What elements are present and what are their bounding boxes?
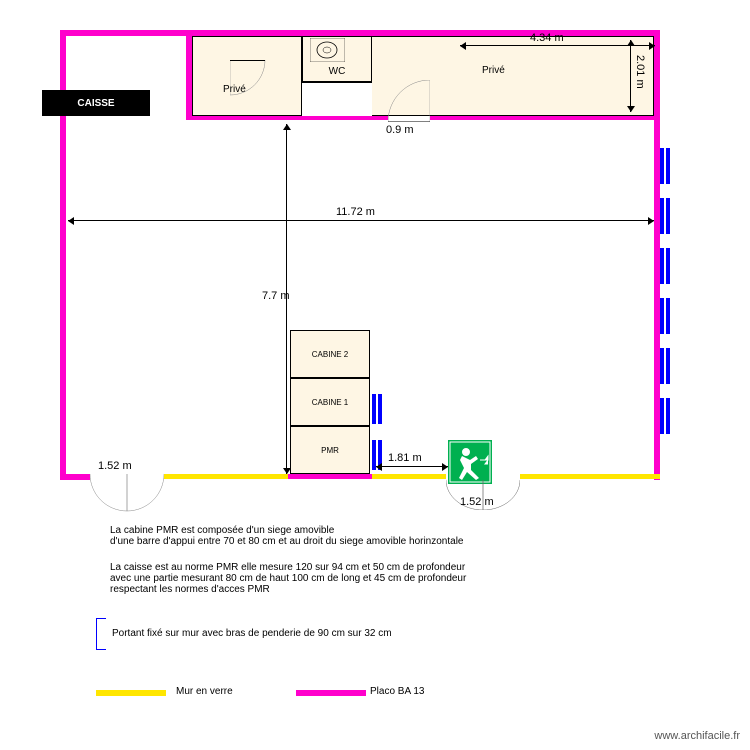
room-cabine2: CABINE 2	[290, 330, 370, 378]
exit-sign-icon	[448, 440, 492, 484]
caisse-label: CAISSE	[77, 98, 114, 109]
legend-placo-label: Placo BA 13	[370, 686, 424, 697]
wall-interior-bottom-2	[430, 116, 658, 120]
wc-partition	[302, 82, 372, 83]
room-pmr: PMR	[290, 426, 370, 474]
legend-glass-swatch	[96, 690, 166, 696]
dim-arrow-181	[376, 466, 448, 467]
dim-152-left: 1.52 m	[98, 460, 132, 472]
room-cabine1: CABINE 1	[290, 378, 370, 426]
dim-1172: 11.72 m	[336, 206, 375, 218]
wall-bottom-mag	[288, 474, 372, 479]
door-arc-bottom-left	[90, 474, 164, 512]
dim-arrow-434	[460, 45, 655, 46]
portant-icon	[96, 618, 108, 650]
blue-bracket-1	[372, 394, 376, 424]
wc-icon	[310, 38, 345, 62]
blue-r-1b	[666, 148, 670, 184]
blue-r-5b	[666, 348, 670, 384]
pmr-label: PMR	[321, 446, 339, 455]
door-arc-prive	[230, 60, 270, 100]
wall-bottom-yellow-1	[164, 474, 288, 479]
note-portant: Portant fixé sur mur avec bras de pender…	[112, 628, 512, 639]
dim-434: 4.34 m	[530, 32, 564, 44]
blue-r-3a	[660, 248, 664, 284]
blue-r-5a	[660, 348, 664, 384]
prive-right-label: Privé	[482, 65, 505, 76]
blue-r-4a	[660, 298, 664, 334]
note-pmr-cabin: La cabine PMR est composée d'un siege am…	[110, 525, 610, 547]
note-caisse: La caisse est au norme PMR elle mesure 1…	[110, 562, 630, 595]
dim-door-09: 0.9 m	[386, 124, 414, 136]
wc-label: WC	[329, 66, 346, 77]
cabine2-label: CABINE 2	[312, 350, 348, 359]
blue-r-1a	[660, 148, 664, 184]
wall-bottom-yellow-2	[372, 474, 446, 479]
dim-181: 1.81 m	[388, 452, 422, 464]
dim-77: 7.7 m	[262, 290, 290, 302]
door-arc-prive-right	[388, 80, 430, 122]
blue-r-2a	[660, 198, 664, 234]
footer-link[interactable]: www.archifacile.fr	[654, 730, 740, 742]
dim-arrow-1172	[68, 220, 654, 221]
cabine1-label: CABINE 1	[312, 398, 348, 407]
blue-r-6a	[660, 398, 664, 434]
blue-r-2b	[666, 198, 670, 234]
wall-interior-bottom	[186, 116, 388, 120]
blue-r-6b	[666, 398, 670, 434]
dim-arrow-201	[630, 40, 631, 112]
dim-201: 2.01 m	[634, 55, 646, 89]
blue-r-4b	[666, 298, 670, 334]
blue-bracket-1b	[378, 394, 382, 424]
dim-152-exit: 1.52 m	[460, 496, 494, 508]
caisse-box: CAISSE	[42, 90, 150, 116]
blue-r-3b	[666, 248, 670, 284]
wall-bottom-left	[60, 474, 90, 480]
legend-placo-swatch	[296, 690, 366, 696]
legend-glass-label: Mur en verre	[176, 686, 233, 697]
wall-bottom-yellow-3	[520, 474, 660, 479]
